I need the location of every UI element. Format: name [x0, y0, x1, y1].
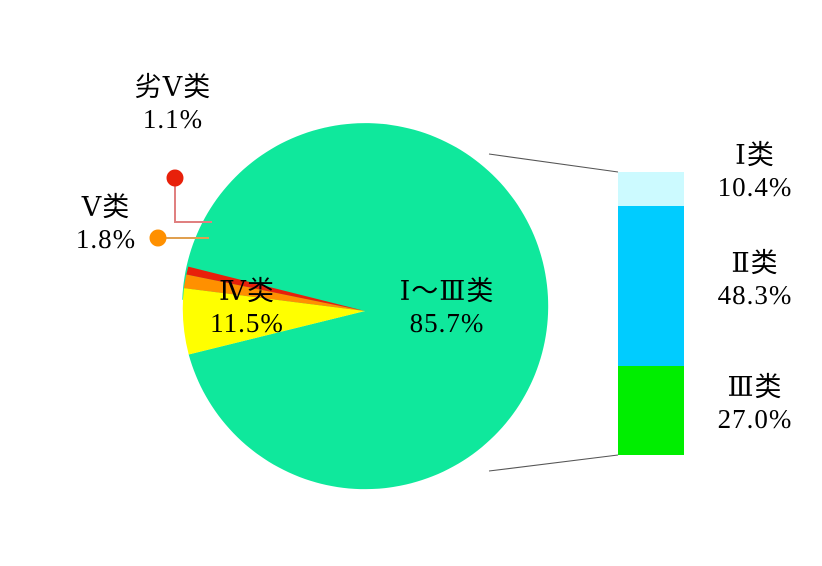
bar-label-i-category: Ⅰ类 [735, 140, 775, 170]
pie-label-i-iii-category: Ⅰ～Ⅲ类 [399, 276, 495, 306]
pie-slice-iv[interactable] [182, 288, 365, 355]
bar-segment-ii[interactable] [618, 206, 684, 366]
pie-label-i-iii: Ⅰ～Ⅲ类 85.7% [368, 276, 526, 340]
pie-label-iv: Ⅳ类 11.5% [186, 276, 308, 340]
bar-label-ii-value: 48.3% [717, 279, 793, 310]
bar-label-ii-category: Ⅱ类 [731, 248, 779, 278]
bar-label-ii: Ⅱ类 48.3% [692, 248, 818, 312]
connector-line-top [488, 153, 619, 173]
leader-line-lie-v [174, 178, 212, 223]
leader-marker-lie-v [166, 169, 184, 187]
pie-slice-v[interactable] [183, 274, 365, 312]
bar-segment-iii[interactable] [618, 365, 684, 455]
connector-line-bottom [488, 454, 619, 472]
bar-label-iii-category: Ⅲ类 [727, 372, 783, 402]
bar-label-i-value: 10.4% [717, 171, 793, 202]
bar-label-iii: Ⅲ类 27.0% [692, 372, 818, 436]
pie-label-iv-category: Ⅳ类 [219, 276, 275, 306]
pie-label-v-category: Ⅴ类 [81, 192, 131, 222]
leader-marker-v [149, 229, 167, 247]
pie-label-i-iii-value: 85.7% [409, 307, 485, 338]
pie-slice-i-iii[interactable] [182, 123, 549, 490]
pie-slice-lie-v[interactable] [186, 266, 365, 311]
bar-segment-i[interactable] [618, 172, 684, 207]
pie-label-v-value: 1.8% [75, 223, 137, 254]
bar-label-iii-value: 27.0% [717, 403, 793, 434]
pie-label-v: Ⅴ类 1.8% [42, 192, 170, 256]
pie-label-lie-v: 劣Ⅴ类 1.1% [98, 72, 248, 136]
breakout-stacked-bar [618, 172, 684, 455]
pie-label-lie-v-value: 1.1% [142, 103, 204, 134]
bar-label-i: Ⅰ类 10.4% [692, 140, 818, 204]
pie-label-lie-v-category: 劣Ⅴ类 [134, 72, 212, 102]
pie-label-iv-value: 11.5% [210, 307, 284, 338]
